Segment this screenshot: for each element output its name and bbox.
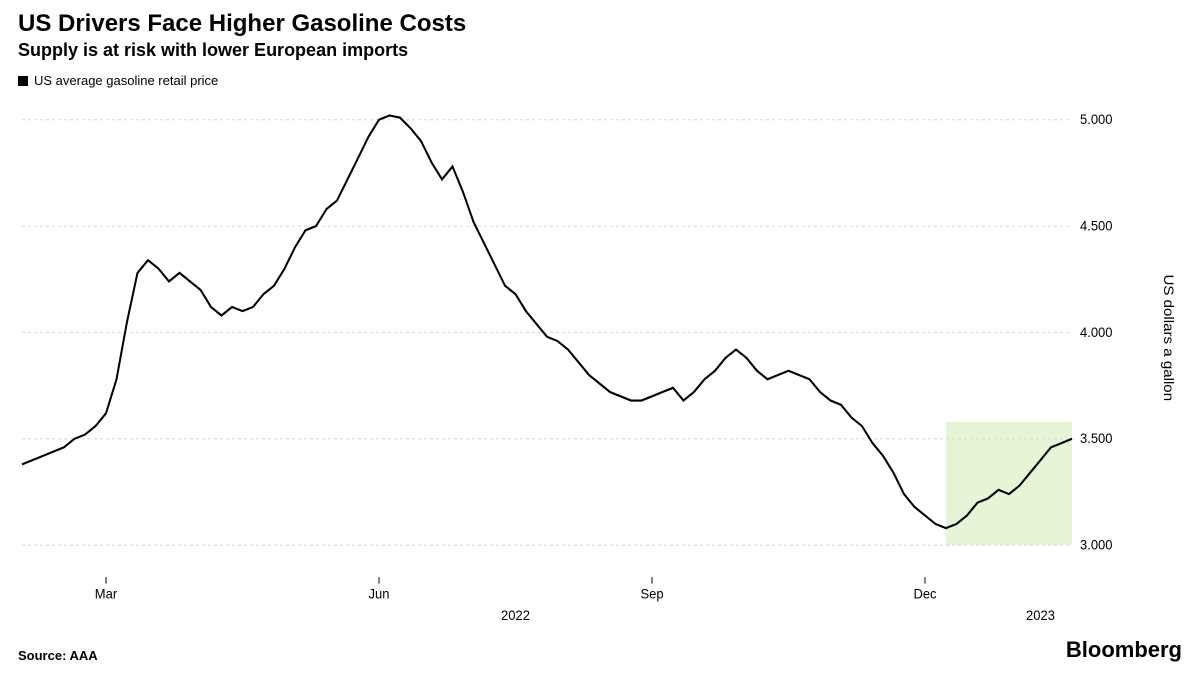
chart-subtitle: Supply is at risk with lower European im… [18,40,1182,61]
y-tick-label: 3.000 [1080,537,1113,553]
price-line [22,116,1072,529]
y-tick-label: 3.500 [1080,431,1113,447]
x-tick-label: Dec [913,586,936,602]
x-year-label: 2023 [1026,608,1055,624]
x-tick-label: Jun [369,586,390,602]
chart-container: US Drivers Face Higher Gasoline Costs Su… [0,0,1200,675]
y-tick-label: 4.000 [1080,324,1113,340]
chart-svg: 3.000 3.500 4.000 4.500 5.000 US dollars a ga… [18,92,1182,631]
y-axis-title: US dollars a gallon [1160,274,1175,401]
x-tick-label: Mar [95,586,118,602]
chart-plot-area: 3.000 3.500 4.000 4.500 5.000 US dollars a ga… [18,92,1182,631]
x-tick-label: Sep [640,586,663,602]
y-tick-label: 4.500 [1080,218,1113,234]
source-label: Source: AAA [18,648,98,663]
x-year-label: 2022 [501,608,530,624]
legend: US average gasoline retail price [18,73,1182,88]
y-tick-label: 5.000 [1080,112,1113,128]
brand-label: Bloomberg [1066,637,1182,663]
legend-marker-icon [18,76,28,86]
chart-title: US Drivers Face Higher Gasoline Costs [18,10,1182,38]
footer: Source: AAA Bloomberg [18,637,1182,663]
highlight-region [946,422,1072,545]
legend-label: US average gasoline retail price [34,73,218,88]
